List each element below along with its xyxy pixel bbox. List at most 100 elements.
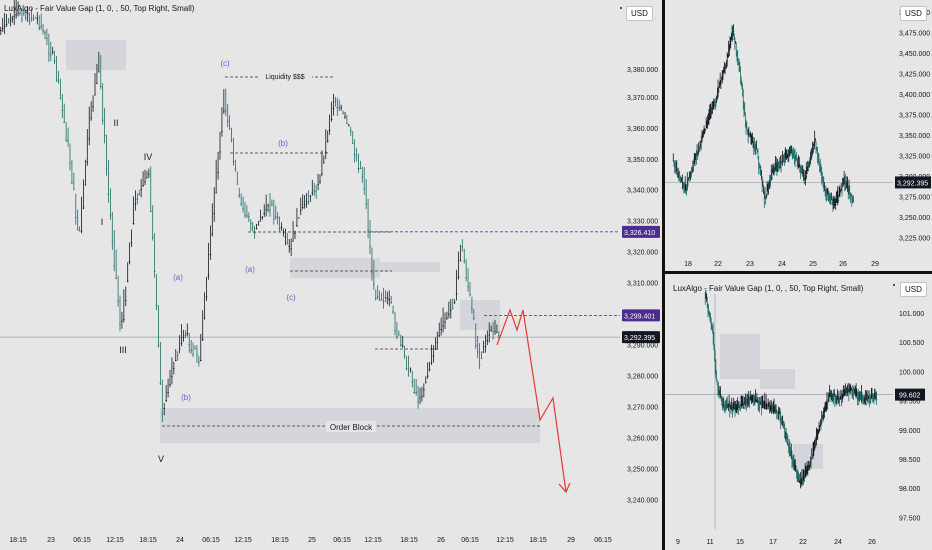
main-chart-canvas[interactable]: 3,370.000 3,360.000 3,350.000 3,340.000 3,33… <box>0 0 662 550</box>
main-candle <box>326 140 329 142</box>
bottom-right-candle <box>812 452 814 454</box>
bottom-right-candle <box>728 406 730 407</box>
main-candle <box>457 276 460 278</box>
bottom-right-candle <box>867 399 869 401</box>
top-right-candle <box>843 184 845 186</box>
top-right-candle <box>731 39 733 41</box>
top-right-candle <box>810 156 812 158</box>
top-right-price-tick: 3,275.000 <box>899 195 930 202</box>
main-price-tick: 3,370.000 <box>627 95 658 102</box>
main-candle <box>44 32 46 34</box>
main-candle <box>207 275 210 277</box>
top-right-candle <box>781 162 783 164</box>
top-right-candle <box>716 96 718 98</box>
main-currency-label[interactable]: USD <box>626 6 653 21</box>
bottom-right-candle <box>775 412 777 414</box>
top-right-candle <box>805 178 807 180</box>
main-chart-panel[interactable]: 3,370.000 3,360.000 3,350.000 3,340.000 3,33… <box>0 0 662 550</box>
top-right-chart-panel[interactable]: 3,500.0003,475.0003,450.0003,425.0003,40… <box>665 0 932 271</box>
main-candle <box>76 229 79 231</box>
main-candle <box>300 210 302 211</box>
main-candle <box>117 300 119 302</box>
main-price-tick: 3,260.000 <box>627 435 658 442</box>
fvg-zone <box>290 258 380 278</box>
bottom-right-currency-label[interactable]: USD <box>900 282 927 297</box>
main-candle <box>394 330 396 332</box>
main-candle <box>259 220 262 222</box>
main-time-tick: 18:15 <box>271 537 289 544</box>
main-candle <box>123 319 125 321</box>
bottom-right-candle <box>815 444 817 446</box>
main-more-dot[interactable] <box>620 7 622 9</box>
top-right-candle <box>763 189 765 191</box>
main-time-tick: 06:15 <box>202 537 220 544</box>
top-right-candle <box>721 79 723 81</box>
bottom-right-more-dot[interactable] <box>893 284 895 286</box>
top-right-candle <box>819 169 821 170</box>
top-right-candle <box>684 189 686 191</box>
bottom-right-candle <box>714 368 716 370</box>
bottom-right-candle <box>776 415 778 417</box>
main-candle <box>128 261 131 263</box>
bottom-right-candle <box>763 406 765 408</box>
main-candle <box>182 336 185 338</box>
main-candle <box>144 181 146 183</box>
main-candle <box>351 142 354 144</box>
wave-label-v: V <box>158 454 164 464</box>
top-right-candle <box>700 144 702 145</box>
top-right-candle <box>743 103 744 105</box>
main-candle <box>369 246 371 248</box>
top-right-candle <box>851 202 853 203</box>
bottom-right-candle <box>718 392 720 394</box>
top-right-currency-label[interactable]: USD <box>900 6 927 21</box>
main-indicator-legend[interactable]: LuxAlgo - Fair Value Gap (1, 0, , 50, To… <box>4 4 195 13</box>
main-price-tick: 3,350.000 <box>627 157 658 164</box>
bottom-right-candle <box>871 396 873 398</box>
bottom-right-candle <box>810 462 812 463</box>
top-right-candle <box>701 139 703 141</box>
top-right-candle <box>792 155 793 157</box>
bottom-right-chart-canvas[interactable]: 101.000 100.500 100.000 99.500 99.000 98.500 9… <box>665 274 932 550</box>
main-candle <box>309 195 312 197</box>
bottom-right-candle <box>794 466 796 468</box>
main-candle <box>400 344 402 346</box>
bottom-right-chart-panel[interactable]: 101.000 100.500 100.000 99.500 99.000 98.500 9… <box>665 274 932 550</box>
bottom-right-candle <box>812 455 814 457</box>
top-right-time-tick: 29 <box>871 261 879 268</box>
main-candle <box>153 271 156 272</box>
top-right-candle <box>730 43 732 44</box>
top-right-candle <box>712 106 714 108</box>
bottom-right-candle <box>710 324 712 326</box>
main-candle <box>200 360 202 361</box>
bottom-right-indicator-legend[interactable]: LuxAlgo - Fair Value Gap (1, 0, , 50, To… <box>673 284 864 293</box>
top-right-candle <box>844 184 846 186</box>
main-time-tick: 12:15 <box>496 537 514 544</box>
main-candle <box>367 230 369 231</box>
top-right-candle <box>801 173 803 174</box>
top-right-candle <box>695 158 697 160</box>
main-candle <box>425 382 427 384</box>
top-right-candle <box>766 193 768 195</box>
main-candle <box>373 284 375 285</box>
top-right-candle <box>722 77 723 79</box>
top-right-candle <box>807 170 809 172</box>
top-right-candle <box>782 160 784 162</box>
bottom-right-candle <box>808 466 810 468</box>
bottom-right-price-tick: 97.500 <box>899 515 921 522</box>
bottom-right-candle <box>720 400 722 401</box>
bottom-right-candle <box>859 396 861 398</box>
bottom-right-candle <box>864 398 866 400</box>
top-right-candle <box>845 186 847 187</box>
main-candle <box>450 310 452 311</box>
top-right-chart-canvas[interactable]: 3,500.0003,475.0003,450.0003,425.0003,40… <box>665 0 932 271</box>
bottom-right-candle <box>850 389 852 391</box>
bottom-right-candle <box>775 411 777 412</box>
main-candle <box>107 194 110 195</box>
top-right-candle <box>846 184 848 185</box>
top-right-candle <box>777 165 779 167</box>
top-right-candle <box>759 170 761 172</box>
bottom-right-candle <box>827 403 829 405</box>
bottom-right-candle <box>805 472 807 474</box>
main-price-tick: 3,240.000 <box>627 497 658 504</box>
main-candle <box>167 392 169 393</box>
